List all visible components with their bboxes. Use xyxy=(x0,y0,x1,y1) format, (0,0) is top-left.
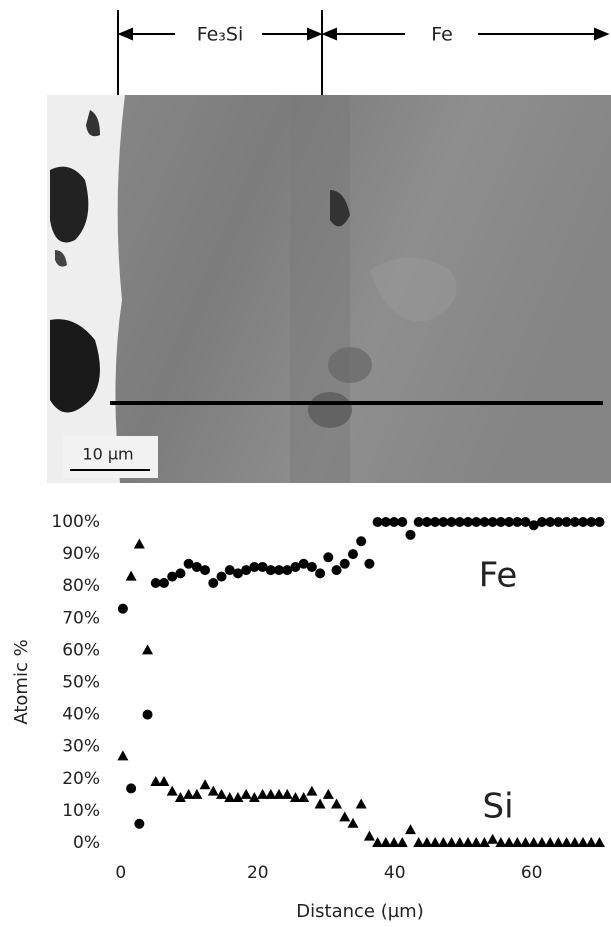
phase-label: Fe xyxy=(431,24,453,46)
y-tick-label: 30% xyxy=(62,737,100,757)
circle-marker xyxy=(364,559,374,569)
circle-marker xyxy=(405,530,415,540)
triangle-marker xyxy=(405,824,416,834)
triangle-marker xyxy=(594,837,605,847)
triangle-marker xyxy=(142,644,153,654)
circle-marker xyxy=(134,819,144,829)
circle-marker xyxy=(143,710,153,720)
x-tick-label: 40 xyxy=(384,863,406,883)
scale-bar-label: 10 µm xyxy=(82,445,133,464)
circle-marker xyxy=(217,572,227,582)
triangle-marker xyxy=(191,789,202,799)
triangle-marker xyxy=(323,789,334,799)
circle-marker xyxy=(159,578,169,588)
circle-marker xyxy=(200,565,210,575)
triangle-marker xyxy=(208,786,219,796)
x-tick-label: 20 xyxy=(247,863,269,883)
triangle-marker xyxy=(117,750,128,760)
triangle-marker xyxy=(241,789,252,799)
circle-marker xyxy=(175,568,185,578)
triangle-marker xyxy=(167,786,178,796)
circle-marker xyxy=(340,559,350,569)
circle-marker xyxy=(323,552,333,562)
y-tick-label: 80% xyxy=(62,576,100,596)
triangle-marker xyxy=(158,776,169,786)
circle-marker xyxy=(126,783,136,793)
triangle-marker xyxy=(364,831,375,841)
y-tick-label: 20% xyxy=(62,769,100,789)
figure: Fe₃Si Fe 10 µm Atomic % Distance (µm) 0%… xyxy=(0,0,611,927)
triangle-marker xyxy=(282,789,293,799)
triangle-marker xyxy=(397,837,408,847)
x-tick-label: 0 xyxy=(115,863,126,883)
triangle-marker xyxy=(347,818,358,828)
x-axis-label: Distance (µm) xyxy=(296,901,423,922)
circle-marker xyxy=(397,517,407,527)
triangle-marker xyxy=(315,798,326,808)
triangle-marker xyxy=(306,786,317,796)
triangle-marker xyxy=(356,798,367,808)
triangle-marker xyxy=(487,834,498,844)
triangle-marker xyxy=(339,811,350,821)
triangle-marker xyxy=(331,798,342,808)
circle-marker xyxy=(315,568,325,578)
circle-marker xyxy=(332,565,342,575)
circle-marker xyxy=(118,604,128,614)
y-tick-label: 90% xyxy=(62,544,100,564)
y-tick-label: 100% xyxy=(51,512,100,532)
y-tick-label: 70% xyxy=(62,608,100,628)
triangle-marker xyxy=(298,792,309,802)
page: {"figure": {"phase_left": "Fe₃Si", "phas… xyxy=(0,0,611,927)
y-tick-label: 0% xyxy=(73,833,100,853)
circle-marker xyxy=(208,578,218,588)
triangle-marker xyxy=(200,779,211,789)
series-label: Fe xyxy=(479,556,518,596)
y-axis-label: Atomic % xyxy=(11,639,32,724)
y-tick-label: 40% xyxy=(62,705,100,725)
y-tick-label: 60% xyxy=(62,640,100,660)
circle-marker xyxy=(356,536,366,546)
circle-marker xyxy=(307,562,317,572)
circle-marker xyxy=(348,549,358,559)
circle-marker xyxy=(594,517,604,527)
x-tick-label: 60 xyxy=(521,863,543,883)
y-tick-label: 50% xyxy=(62,673,100,693)
phase-label: Fe₃Si xyxy=(197,24,244,46)
triangle-marker xyxy=(134,538,145,548)
phase-annotation xyxy=(118,10,607,95)
y-tick-label: 10% xyxy=(62,801,100,821)
triangle-marker xyxy=(126,571,137,581)
series-label: Si xyxy=(482,787,513,827)
sem-image xyxy=(47,95,611,483)
